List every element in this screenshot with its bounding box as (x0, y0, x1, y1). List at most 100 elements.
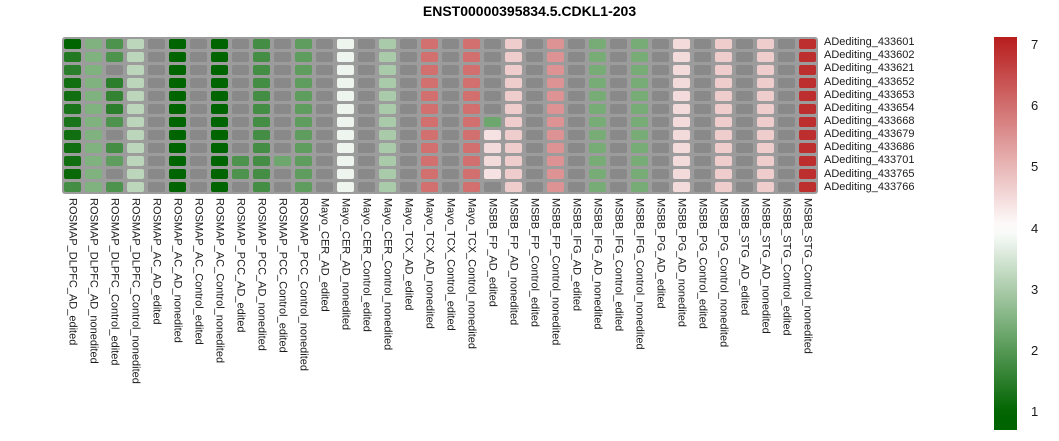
heatmap-cell (589, 104, 606, 114)
heatmap-cell (463, 104, 480, 114)
column-label: Mayo_CER_Control_edited (360, 198, 373, 332)
heatmap-cell (211, 156, 228, 166)
heatmap-cell (631, 91, 648, 101)
heatmap-cell (379, 91, 396, 101)
heatmap-cell (778, 52, 795, 62)
heatmap-cell (484, 117, 501, 127)
heatmap-cell (295, 169, 312, 179)
heatmap-cell (232, 91, 249, 101)
heatmap-cell (589, 78, 606, 88)
column-label: ROSMAP_DLPFC_Control_nonedited (129, 198, 142, 384)
heatmap-cell (610, 143, 627, 153)
heatmap-cell (85, 130, 102, 140)
column-label: MSBB_PG_Control_edited (696, 198, 709, 329)
heatmap-cell (169, 156, 186, 166)
row-label: ADediting_433766 (824, 180, 915, 193)
heatmap-cell (169, 182, 186, 192)
heatmap-cell (799, 104, 816, 114)
heatmap-cell (379, 78, 396, 88)
heatmap-cell (484, 78, 501, 88)
heatmap-cell (505, 169, 522, 179)
heatmap-cell (211, 130, 228, 140)
heatmap-cell (631, 104, 648, 114)
heatmap-cell (799, 143, 816, 153)
heatmap-cell (673, 169, 690, 179)
heatmap-cell (589, 117, 606, 127)
heatmap-cell (673, 117, 690, 127)
heatmap-cell (652, 156, 669, 166)
heatmap-cell (547, 52, 564, 62)
heatmap-cell (547, 104, 564, 114)
heatmap-cell (232, 65, 249, 75)
heatmap-cell (211, 39, 228, 49)
heatmap-cell (694, 117, 711, 127)
heatmap-cell (778, 130, 795, 140)
heatmap-cell (148, 130, 165, 140)
heatmap-cell (442, 130, 459, 140)
heatmap-cell (148, 65, 165, 75)
heatmap-cell (652, 143, 669, 153)
heatmap-cell (694, 130, 711, 140)
heatmap-cell (694, 104, 711, 114)
heatmap-cell (169, 143, 186, 153)
heatmap-cell (673, 52, 690, 62)
column-label: Mayo_TCX_AD_edited (402, 198, 415, 311)
heatmap-cell (799, 169, 816, 179)
heatmap-cell (358, 65, 375, 75)
heatmap-cell (547, 117, 564, 127)
heatmap-cell (169, 78, 186, 88)
heatmap-cell (526, 130, 543, 140)
heatmap-cell (526, 117, 543, 127)
heatmap-cell (799, 182, 816, 192)
heatmap-cell (337, 130, 354, 140)
column-labels: ROSMAP_DLPFC_AD_edited ROSMAP_DLPFC_AD_no… (64, 198, 816, 384)
heatmap-cell (526, 143, 543, 153)
heatmap-cell (106, 117, 123, 127)
heatmap-cell (127, 156, 144, 166)
colorbar-tick-label: 5 (1031, 159, 1039, 175)
heatmap-cell (295, 52, 312, 62)
heatmap-cell (148, 78, 165, 88)
heatmap-cell (295, 78, 312, 88)
heatmap-cell (589, 182, 606, 192)
heatmap-cell (64, 182, 81, 192)
heatmap-cell (715, 117, 732, 127)
heatmap-cell (211, 117, 228, 127)
row-label: ADediting_433621 (824, 62, 915, 75)
heatmap-cell (484, 65, 501, 75)
heatmap-cell (715, 143, 732, 153)
column-label: ROSMAP_PCC_AD_edited (234, 198, 247, 333)
heatmap-cell (400, 78, 417, 88)
heatmap-cell (379, 65, 396, 75)
heatmap-cell (610, 156, 627, 166)
heatmap-cell (148, 143, 165, 153)
heatmap-cell (190, 78, 207, 88)
heatmap-cell (316, 156, 333, 166)
heatmap-cell (127, 78, 144, 88)
column-label: MSBB_FP_Control_nonedited (549, 198, 562, 346)
heatmap-cell (85, 169, 102, 179)
heatmap-cell (526, 169, 543, 179)
column-label: MSBB_IFG_Control_nonedited (633, 198, 646, 350)
heatmap-cell (547, 182, 564, 192)
heatmap-cell (442, 91, 459, 101)
row-label: ADediting_433601 (824, 36, 915, 49)
heatmap-cell (799, 130, 816, 140)
heatmap-cell (190, 39, 207, 49)
heatmap-cell (442, 169, 459, 179)
column-label: MSBB_PG_AD_edited (654, 198, 667, 309)
heatmap-cell (337, 91, 354, 101)
heatmap-cell (337, 39, 354, 49)
heatmap-cell (778, 104, 795, 114)
heatmap-cell (169, 104, 186, 114)
heatmap-cell (484, 39, 501, 49)
heatmap-cell (274, 156, 291, 166)
heatmap-cell (85, 78, 102, 88)
heatmap-cell (337, 169, 354, 179)
heatmap-cell (106, 78, 123, 88)
heatmap-cell (190, 65, 207, 75)
heatmap-cell (484, 130, 501, 140)
heatmap-cell (589, 143, 606, 153)
heatmap-cell (778, 169, 795, 179)
heatmap-cell (610, 130, 627, 140)
